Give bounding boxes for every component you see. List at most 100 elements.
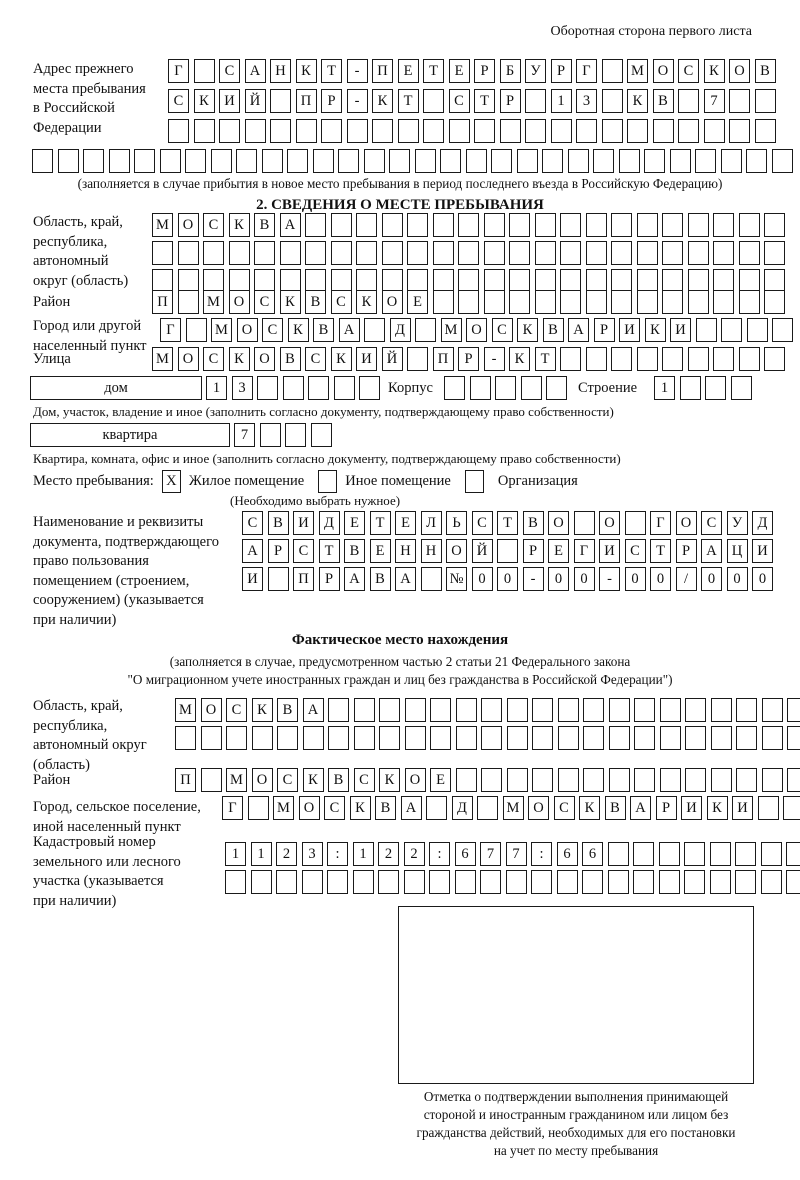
prev-address-row-4[interactable] [32,149,793,173]
char-cell[interactable]: Е [397,59,419,83]
char-cell[interactable] [557,726,579,750]
char-cell[interactable] [662,290,683,314]
char-cell[interactable]: Й [471,539,493,563]
char-cell[interactable] [761,726,783,750]
char-cell[interactable]: К [627,89,648,113]
char-cell[interactable] [730,376,752,400]
char-cell[interactable] [353,726,375,750]
char-cell[interactable] [270,119,291,143]
char-cell[interactable]: 3 [231,376,253,400]
char-cell[interactable]: К [228,213,250,237]
prev-address-row-3[interactable] [168,119,776,143]
char-cell[interactable] [764,290,785,314]
char-cell[interactable]: А [338,318,360,342]
char-cell[interactable] [338,149,359,173]
char-cell[interactable] [652,119,674,143]
char-cell[interactable] [200,768,222,792]
char-cell[interactable] [330,213,352,237]
char-cell[interactable] [426,796,447,820]
char-cell[interactable] [585,290,607,314]
char-cell[interactable] [618,149,640,173]
char-cell[interactable] [787,698,800,722]
char-cell[interactable] [556,870,578,894]
char-cell[interactable] [582,870,603,894]
char-cell[interactable] [636,347,658,371]
char-cell[interactable]: П [293,567,314,591]
char-cell[interactable] [259,423,281,447]
char-cell[interactable] [509,241,530,265]
char-cell[interactable] [687,290,709,314]
char-cell[interactable] [440,149,461,173]
char-cell[interactable] [185,149,206,173]
char-cell[interactable] [430,726,451,750]
char-cell[interactable]: 6 [582,842,603,866]
char-cell[interactable] [420,567,442,591]
char-cell[interactable]: № [446,567,467,591]
char-cell[interactable]: О [599,511,620,535]
char-cell[interactable]: С [471,511,493,535]
char-cell[interactable] [168,119,189,143]
char-cell[interactable]: Д [318,511,340,535]
char-cell[interactable] [353,698,375,722]
char-cell[interactable] [285,423,306,447]
char-cell[interactable]: 7 [505,842,527,866]
char-cell[interactable] [634,698,655,722]
char-cell[interactable] [32,149,53,173]
char-cell[interactable] [429,870,450,894]
char-cell[interactable] [534,241,556,265]
cadastral-row-2[interactable] [225,870,800,894]
char-cell[interactable]: Й [381,347,403,371]
char-cell[interactable] [506,726,528,750]
char-cell[interactable] [608,726,630,750]
char-cell[interactable]: 2 [276,842,297,866]
char-cell[interactable] [713,213,734,237]
char-cell[interactable]: 0 [573,567,595,591]
char-cell[interactable] [282,376,304,400]
char-cell[interactable]: М [175,698,196,722]
char-cell[interactable]: О [177,347,199,371]
char-cell[interactable]: У [525,59,546,83]
char-cell[interactable] [761,698,783,722]
stay-type-organization-checkbox[interactable] [464,470,484,493]
char-cell[interactable] [200,726,222,750]
char-cell[interactable]: К [251,698,273,722]
char-cell[interactable]: 7 [480,842,501,866]
char-cell[interactable]: А [244,59,266,83]
char-cell[interactable] [287,149,308,173]
char-cell[interactable]: Т [397,89,419,113]
char-cell[interactable]: К [279,290,301,314]
char-cell[interactable] [685,726,706,750]
char-cell[interactable]: Е [344,511,365,535]
char-cell[interactable] [379,698,400,722]
char-cell[interactable]: К [379,768,400,792]
char-cell[interactable]: Е [430,768,451,792]
char-cell[interactable] [736,726,757,750]
char-cell[interactable]: В [369,567,391,591]
char-cell[interactable]: 6 [454,842,476,866]
char-cell[interactable] [560,213,581,237]
char-cell[interactable] [219,119,240,143]
char-cell[interactable] [444,376,465,400]
char-cell[interactable] [364,318,385,342]
char-cell[interactable]: М [502,796,524,820]
char-cell[interactable] [389,149,410,173]
char-cell[interactable]: К [706,796,728,820]
char-cell[interactable]: А [302,698,324,722]
char-cell[interactable] [423,89,444,113]
char-cell[interactable] [481,698,502,722]
char-cell[interactable] [356,241,377,265]
char-cell[interactable] [483,213,505,237]
char-cell[interactable]: Е [407,290,428,314]
char-cell[interactable]: С [324,796,345,820]
char-cell[interactable] [786,842,800,866]
char-cell[interactable] [57,149,79,173]
char-cell[interactable] [505,870,527,894]
char-cell[interactable] [455,768,477,792]
char-cell[interactable]: Т [534,347,556,371]
char-cell[interactable]: В [277,698,298,722]
char-cell[interactable] [583,698,604,722]
char-cell[interactable] [534,290,556,314]
char-cell[interactable]: М [627,59,648,83]
